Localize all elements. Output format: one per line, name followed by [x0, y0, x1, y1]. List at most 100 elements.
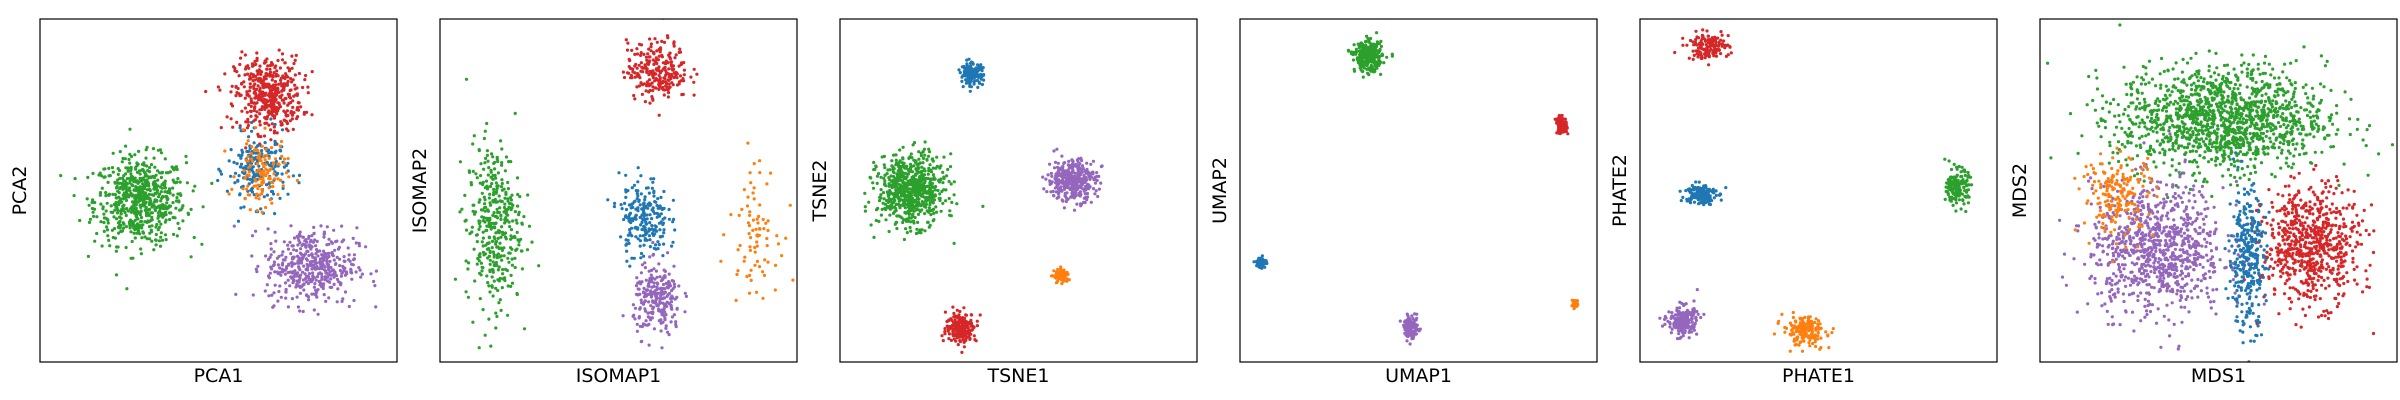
data-point [895, 191, 899, 195]
data-point [929, 186, 933, 190]
data-point [1082, 196, 1086, 200]
data-point [639, 69, 643, 73]
data-point [500, 163, 504, 167]
data-point [875, 174, 880, 178]
data-point [281, 180, 285, 184]
data-point [662, 314, 666, 318]
data-point [908, 187, 912, 191]
data-point [1055, 147, 1059, 151]
data-point [494, 311, 498, 315]
data-point [1347, 49, 1351, 53]
data-point [152, 248, 156, 252]
data-point [257, 76, 261, 80]
data-point [487, 219, 491, 223]
data-point [475, 176, 479, 180]
data-point [478, 181, 482, 185]
data-point [338, 268, 342, 273]
data-point [483, 198, 487, 202]
data-point [1370, 65, 1374, 69]
data-point [265, 283, 269, 287]
data-point [477, 227, 481, 231]
data-point [1085, 195, 1090, 199]
data-point [255, 192, 259, 196]
data-point [268, 88, 272, 92]
data-point [262, 101, 266, 105]
data-point [927, 210, 931, 214]
data-point [890, 185, 894, 190]
data-point [952, 180, 956, 184]
data-point [979, 72, 983, 76]
data-point [117, 225, 121, 229]
data-point [286, 305, 290, 309]
data-point [463, 193, 467, 197]
data-point [509, 234, 513, 238]
data-point [483, 202, 487, 206]
data-point [921, 195, 926, 199]
data-point [484, 179, 489, 183]
data-point [352, 258, 356, 262]
data-point [490, 275, 494, 279]
cluster-1 [453, 77, 541, 350]
data-point [904, 227, 908, 231]
data-point [251, 73, 255, 77]
data-point [515, 176, 520, 180]
data-point [1087, 187, 1091, 191]
data-point [929, 208, 934, 213]
data-point [278, 266, 282, 270]
data-point [651, 300, 655, 304]
data-point [504, 267, 508, 271]
data-point [143, 235, 147, 239]
data-point [674, 53, 678, 57]
data-point [267, 123, 271, 127]
data-point [105, 225, 109, 229]
data-point [252, 87, 256, 91]
data-point [274, 73, 278, 78]
data-point [283, 118, 287, 123]
data-point [1088, 174, 1093, 179]
data-point [249, 97, 253, 101]
data-point [280, 267, 284, 271]
data-point [290, 54, 294, 58]
data-point [901, 156, 905, 160]
data-point [289, 270, 293, 274]
data-point [316, 254, 320, 258]
data-point [498, 298, 502, 302]
data-point [244, 158, 248, 162]
data-point [498, 241, 502, 245]
data-point [252, 108, 256, 113]
data-point [633, 52, 637, 57]
data-point [907, 219, 911, 223]
data-point [1060, 282, 1064, 286]
data-point [769, 171, 773, 175]
data-point [655, 229, 659, 233]
data-point [297, 181, 301, 185]
data-point [898, 190, 902, 195]
data-point [669, 303, 673, 308]
data-point [284, 171, 288, 175]
data-point [1053, 160, 1058, 164]
data-point [1357, 46, 1361, 50]
data-point [746, 221, 751, 225]
data-point [289, 224, 293, 228]
data-point [247, 135, 251, 139]
data-point [282, 240, 286, 244]
data-point [1367, 40, 1371, 44]
data-point [655, 215, 659, 219]
data-point [677, 284, 681, 288]
data-point [662, 292, 666, 296]
data-point [675, 306, 679, 310]
data-point [954, 321, 958, 325]
data-point [254, 126, 258, 130]
data-point [357, 244, 361, 248]
data-point [1056, 267, 1060, 272]
data-point [650, 81, 654, 85]
data-point [471, 169, 475, 173]
data-point [484, 228, 488, 233]
data-point [502, 210, 506, 214]
data-point [963, 328, 967, 332]
data-point [945, 174, 949, 178]
data-point [485, 274, 489, 278]
data-point [654, 299, 658, 303]
data-point [875, 181, 879, 185]
data-point [482, 216, 486, 220]
